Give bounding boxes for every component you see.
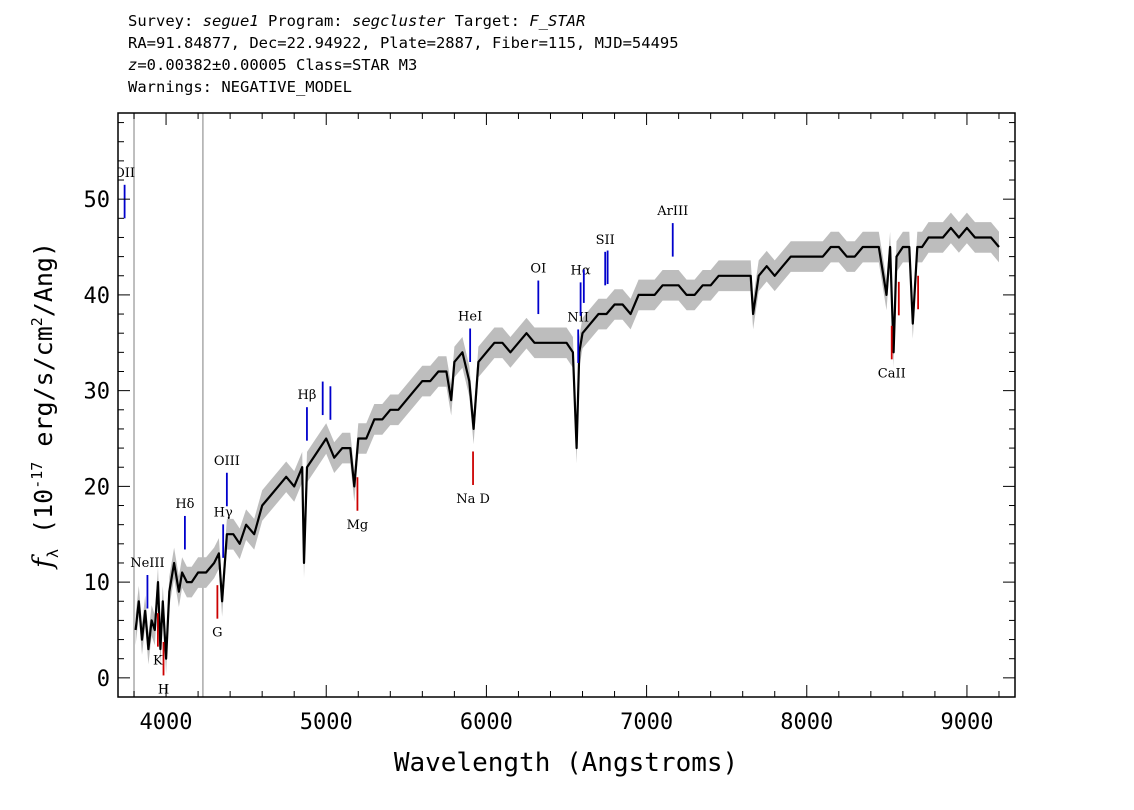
vertical-reference-lines bbox=[133, 113, 204, 697]
line-marker-label: OI bbox=[530, 262, 546, 277]
class-text: Class=STAR M3 bbox=[286, 56, 418, 74]
spectrum-series bbox=[134, 212, 1000, 674]
line-marker-label: OII bbox=[114, 166, 135, 181]
x-tick-label: 8000 bbox=[780, 710, 833, 735]
spectrum-header: Survey: segue1 Program: segcluster Targe… bbox=[128, 10, 679, 98]
y-axis-label: fλ (10-17 erg/s/cm2/Ang) bbox=[28, 242, 62, 570]
line-marker-label: Na D bbox=[456, 492, 490, 507]
x-tick-label: 6000 bbox=[460, 710, 513, 735]
y-tick-label: 10 bbox=[84, 571, 111, 596]
survey-value: segue1 bbox=[202, 12, 259, 30]
target-label: Target: bbox=[445, 12, 530, 30]
plot-frame bbox=[117, 112, 1016, 698]
y-tick-label: 30 bbox=[84, 380, 111, 405]
line-markers: OII NeIII Hδ Hγ OIII Hβ HeI OI NII Hα SII ArIII KH G M… bbox=[114, 166, 920, 697]
line-marker-label: H bbox=[158, 682, 169, 697]
y-tick-label: 50 bbox=[84, 188, 111, 213]
y-tick-label: 0 bbox=[97, 667, 110, 692]
line-marker-label: OIII bbox=[214, 454, 240, 469]
flux-error-band bbox=[135, 212, 1000, 674]
line-marker-label: HeI bbox=[458, 309, 482, 324]
line-marker-label: Hδ bbox=[175, 497, 194, 512]
x-tick-label: 4000 bbox=[140, 710, 193, 735]
redshift-label: z bbox=[128, 56, 138, 74]
line-marker-label: SII bbox=[596, 233, 615, 248]
y-tick-label: 40 bbox=[84, 284, 111, 309]
x-tick-label: 7000 bbox=[620, 710, 673, 735]
flux-line bbox=[134, 226, 1000, 660]
header-warnings-line: Warnings: NEGATIVE_MODEL bbox=[128, 78, 352, 96]
header-survey-line: Survey: segue1 Program: segcluster Targe… bbox=[128, 10, 679, 32]
header-redshift-line: z=0.00382±0.00005 Class=STAR M3 bbox=[128, 54, 679, 76]
line-marker-label: G bbox=[212, 626, 222, 641]
y-tick-label: 20 bbox=[84, 475, 111, 500]
line-marker-label: Hγ bbox=[214, 505, 233, 520]
program-label: Program: bbox=[258, 12, 352, 30]
line-marker-label: Mg bbox=[347, 518, 369, 533]
redshift-value: =0.00382±0.00005 bbox=[137, 56, 287, 74]
x-tick-label: 5000 bbox=[300, 710, 353, 735]
header-coordinates-line: RA=91.84877, Dec=22.94922, Plate=2887, F… bbox=[128, 34, 679, 52]
line-marker-label: NeIII bbox=[130, 556, 164, 571]
line-marker-label: CaII bbox=[878, 366, 906, 381]
line-marker-label: ArIII bbox=[656, 204, 688, 219]
axes: 4000 5000 6000 7000 8000 9000 0 10 20 30 40 50 bbox=[84, 113, 1015, 735]
x-axis-label: Wavelength (Angstroms) bbox=[394, 748, 738, 778]
target-value: F_STAR bbox=[529, 12, 586, 30]
line-marker-label: K bbox=[153, 654, 163, 669]
survey-label: Survey: bbox=[128, 12, 203, 30]
line-marker-label: Hβ bbox=[298, 388, 317, 403]
line-marker-label: NII bbox=[567, 310, 589, 325]
program-value: segcluster bbox=[351, 12, 446, 30]
x-tick-label: 9000 bbox=[940, 710, 993, 735]
line-marker-label: Hα bbox=[571, 263, 591, 278]
